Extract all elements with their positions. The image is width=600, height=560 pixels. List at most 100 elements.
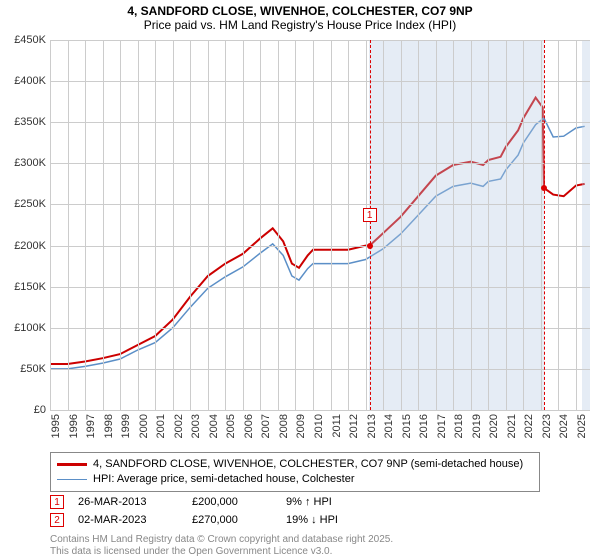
grid-line-h (50, 328, 590, 329)
y-tick-label: £250K (14, 198, 46, 210)
grid-line-v (418, 40, 419, 410)
x-tick-label: 2016 (418, 414, 430, 438)
grid-line-v (348, 40, 349, 410)
grid-line-v (50, 40, 51, 410)
grid-line-v (243, 40, 244, 410)
grid-line-v (558, 40, 559, 410)
grid-line-h (50, 81, 590, 82)
grid-line-v (366, 40, 367, 410)
x-tick-label: 2020 (488, 414, 500, 438)
grid-line-v (506, 40, 507, 410)
grid-line-h (50, 287, 590, 288)
attribution-line1: Contains HM Land Registry data © Crown c… (50, 534, 393, 546)
x-tick-label: 2011 (331, 414, 343, 438)
x-tick-label: 2014 (383, 414, 395, 438)
chart-title-line1: 4, SANDFORD CLOSE, WIVENHOE, COLCHESTER,… (0, 0, 600, 18)
grid-line-v (295, 40, 296, 410)
marker-badge: 1 (363, 208, 377, 222)
grid-line-v (576, 40, 577, 410)
grid-line-v (103, 40, 104, 410)
x-tick-label: 2007 (260, 414, 272, 438)
marker-data-table: 126-MAR-2013£200,0009% ↑ HPI202-MAR-2023… (50, 493, 540, 529)
grid-line-v (208, 40, 209, 410)
x-tick-label: 2010 (313, 414, 325, 438)
x-tick-label: 1996 (68, 414, 80, 438)
x-tick-label: 2018 (453, 414, 465, 438)
grid-line-v (120, 40, 121, 410)
data-row-date: 02-MAR-2023 (78, 514, 178, 526)
y-tick-label: £0 (34, 404, 46, 416)
x-tick-label: 2012 (348, 414, 360, 438)
legend-swatch (57, 463, 87, 466)
x-tick-label: 2004 (208, 414, 220, 438)
grid-line-v (401, 40, 402, 410)
grid-line-v (278, 40, 279, 410)
legend-label: HPI: Average price, semi-detached house,… (93, 472, 355, 487)
marker-point (541, 185, 547, 191)
grid-line-v (541, 40, 542, 410)
data-row-price: £270,000 (192, 514, 272, 526)
grid-line-v (471, 40, 472, 410)
grid-line-v (453, 40, 454, 410)
x-tick-label: 2024 (558, 414, 570, 438)
grid-line-v (225, 40, 226, 410)
legend-item: HPI: Average price, semi-detached house,… (57, 472, 533, 487)
x-tick-label: 2021 (506, 414, 518, 438)
y-tick-label: £450K (14, 34, 46, 46)
grid-line-v (173, 40, 174, 410)
shade-region (582, 40, 590, 410)
grid-line-h (50, 122, 590, 123)
grid-line-v (383, 40, 384, 410)
shade-region (369, 40, 543, 410)
data-row: 126-MAR-2013£200,0009% ↑ HPI (50, 493, 540, 511)
legend-label: 4, SANDFORD CLOSE, WIVENHOE, COLCHESTER,… (93, 457, 523, 472)
grid-line-v (523, 40, 524, 410)
marker-line (544, 40, 545, 410)
y-tick-label: £350K (14, 116, 46, 128)
grid-line-v (436, 40, 437, 410)
marker-line (370, 40, 371, 410)
y-tick-label: £100K (14, 322, 46, 334)
x-tick-label: 2022 (523, 414, 535, 438)
data-row-price: £200,000 (192, 496, 272, 508)
attribution: Contains HM Land Registry data © Crown c… (50, 534, 393, 558)
x-tick-label: 2005 (225, 414, 237, 438)
attribution-line2: This data is licensed under the Open Gov… (50, 546, 393, 558)
y-tick-label: £300K (14, 157, 46, 169)
grid-line-h (50, 246, 590, 247)
x-tick-label: 2000 (138, 414, 150, 438)
data-row: 202-MAR-2023£270,00019% ↓ HPI (50, 511, 540, 529)
x-tick-label: 2009 (295, 414, 307, 438)
x-tick-label: 2019 (471, 414, 483, 438)
grid-line-v (331, 40, 332, 410)
plot-area: 12 (50, 40, 590, 410)
data-row-marker: 2 (50, 513, 64, 527)
x-tick-label: 2017 (436, 414, 448, 438)
legend: 4, SANDFORD CLOSE, WIVENHOE, COLCHESTER,… (50, 452, 540, 492)
grid-line-v (488, 40, 489, 410)
x-axis: 1995199619971998199920002001200220032004… (50, 410, 590, 440)
grid-line-h (50, 40, 590, 41)
y-tick-label: £200K (14, 240, 46, 252)
x-tick-label: 2008 (278, 414, 290, 438)
y-tick-label: £150K (14, 281, 46, 293)
x-tick-label: 1998 (103, 414, 115, 438)
marker-point (367, 243, 373, 249)
y-tick-label: £50K (20, 363, 46, 375)
grid-line-v (138, 40, 139, 410)
x-tick-label: 2025 (576, 414, 588, 438)
grid-line-h (50, 369, 590, 370)
legend-item: 4, SANDFORD CLOSE, WIVENHOE, COLCHESTER,… (57, 457, 533, 472)
data-row-change: 9% ↑ HPI (286, 496, 386, 508)
x-tick-label: 2001 (155, 414, 167, 438)
grid-line-v (155, 40, 156, 410)
chart-title-line2: Price paid vs. HM Land Registry's House … (0, 18, 600, 34)
x-tick-label: 2013 (366, 414, 378, 438)
data-row-date: 26-MAR-2013 (78, 496, 178, 508)
grid-line-v (260, 40, 261, 410)
x-tick-label: 2003 (190, 414, 202, 438)
y-axis: £0£50K£100K£150K£200K£250K£300K£350K£400… (0, 40, 50, 410)
grid-line-v (68, 40, 69, 410)
x-tick-label: 1999 (120, 414, 132, 438)
x-tick-label: 1995 (50, 414, 62, 438)
